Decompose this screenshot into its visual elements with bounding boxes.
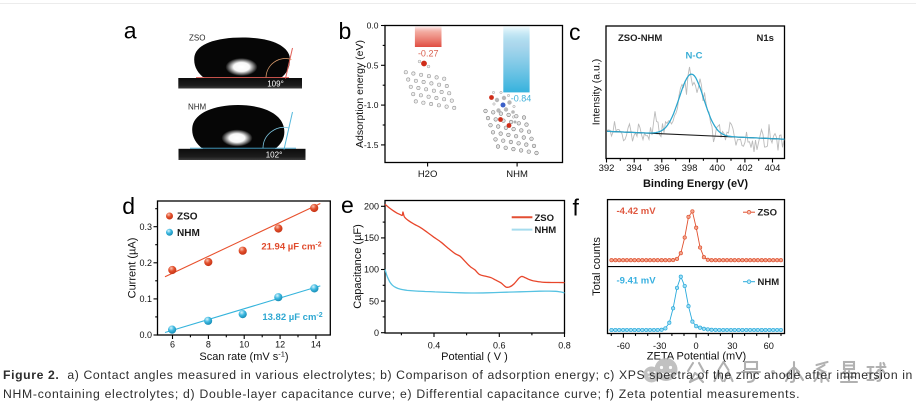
svg-text:12: 12 [275, 340, 285, 350]
svg-text:Scan rate (mV s-1): Scan rate (mV s-1) [199, 350, 288, 364]
svg-text:b: b [339, 18, 352, 44]
svg-text:0: 0 [694, 341, 699, 351]
svg-text:0.0: 0.0 [367, 21, 379, 31]
svg-text:NHM: NHM [535, 225, 557, 236]
svg-text:NHM: NHM [188, 103, 207, 112]
svg-text:e: e [341, 192, 354, 218]
svg-text:-60: -60 [617, 341, 630, 351]
svg-text:N-C: N-C [686, 51, 703, 62]
svg-text:0.3: 0.3 [139, 222, 152, 232]
svg-text:ZSO: ZSO [189, 34, 205, 43]
svg-text:0.0: 0.0 [139, 330, 152, 340]
svg-text:NHM: NHM [177, 228, 200, 239]
svg-text:NHM: NHM [758, 277, 780, 288]
svg-text:200: 200 [364, 202, 379, 212]
svg-text:102°: 102° [266, 150, 283, 159]
svg-text:404: 404 [765, 163, 781, 174]
svg-text:10: 10 [239, 340, 249, 350]
svg-text:-4.42 mV: -4.42 mV [617, 206, 657, 217]
svg-text:398: 398 [682, 163, 698, 174]
svg-text:ZSO: ZSO [177, 212, 198, 223]
svg-text:21.94 µF cm-2: 21.94 µF cm-2 [261, 242, 321, 253]
svg-text:0.1: 0.1 [139, 294, 152, 304]
svg-text:13.82 µF cm-2: 13.82 µF cm-2 [262, 312, 322, 323]
svg-text:Potential ( V ): Potential ( V ) [441, 351, 508, 363]
svg-text:0.2: 0.2 [139, 258, 152, 268]
svg-text:50: 50 [369, 296, 379, 306]
svg-text:-0.5: -0.5 [364, 60, 379, 70]
svg-text:30: 30 [727, 341, 737, 351]
svg-text:-30: -30 [653, 341, 666, 351]
svg-text:ZSO: ZSO [535, 213, 555, 224]
svg-text:Adsorption energy (eV): Adsorption energy (eV) [354, 40, 366, 148]
svg-text:ZSO: ZSO [758, 208, 778, 219]
svg-text:-0.27: -0.27 [418, 49, 439, 59]
svg-text:f: f [573, 195, 580, 221]
svg-text:d: d [122, 193, 135, 219]
svg-text:0.6: 0.6 [493, 341, 506, 351]
svg-text:394: 394 [626, 163, 642, 174]
svg-text:Binding Energy (eV): Binding Energy (eV) [643, 178, 748, 190]
svg-text:-1.0: -1.0 [364, 100, 379, 110]
svg-text:400: 400 [709, 163, 725, 174]
svg-text:NHM: NHM [506, 169, 528, 180]
svg-text:N1s: N1s [757, 33, 774, 44]
svg-text:0.8: 0.8 [558, 341, 571, 351]
svg-text:ZSO-NHM: ZSO-NHM [618, 33, 662, 44]
svg-text:402: 402 [737, 163, 753, 174]
svg-text:-1.5: -1.5 [364, 140, 379, 150]
svg-text:c: c [569, 19, 581, 45]
svg-text:-0.84: -0.84 [511, 94, 532, 104]
svg-text:Total counts: Total counts [591, 237, 603, 296]
svg-text:0: 0 [374, 328, 379, 338]
svg-text:Intensity (a.u.): Intensity (a.u.) [591, 59, 603, 126]
svg-text:a: a [124, 18, 137, 44]
svg-text:150: 150 [364, 233, 379, 243]
svg-text:0.4: 0.4 [428, 341, 441, 351]
svg-text:H2O: H2O [418, 169, 438, 180]
svg-text:8: 8 [206, 340, 211, 350]
svg-text:Capacitance (µF): Capacitance (µF) [352, 224, 364, 309]
svg-text:6: 6 [170, 340, 175, 350]
svg-text:109°: 109° [267, 79, 284, 88]
svg-text:392: 392 [599, 163, 615, 174]
svg-text:-9.41 mV: -9.41 mV [617, 276, 657, 287]
svg-text:14: 14 [311, 340, 321, 350]
svg-text:Current (µA): Current (µA) [127, 238, 139, 299]
svg-text:60: 60 [764, 341, 774, 351]
svg-text:100: 100 [364, 265, 379, 275]
svg-text:396: 396 [654, 163, 670, 174]
